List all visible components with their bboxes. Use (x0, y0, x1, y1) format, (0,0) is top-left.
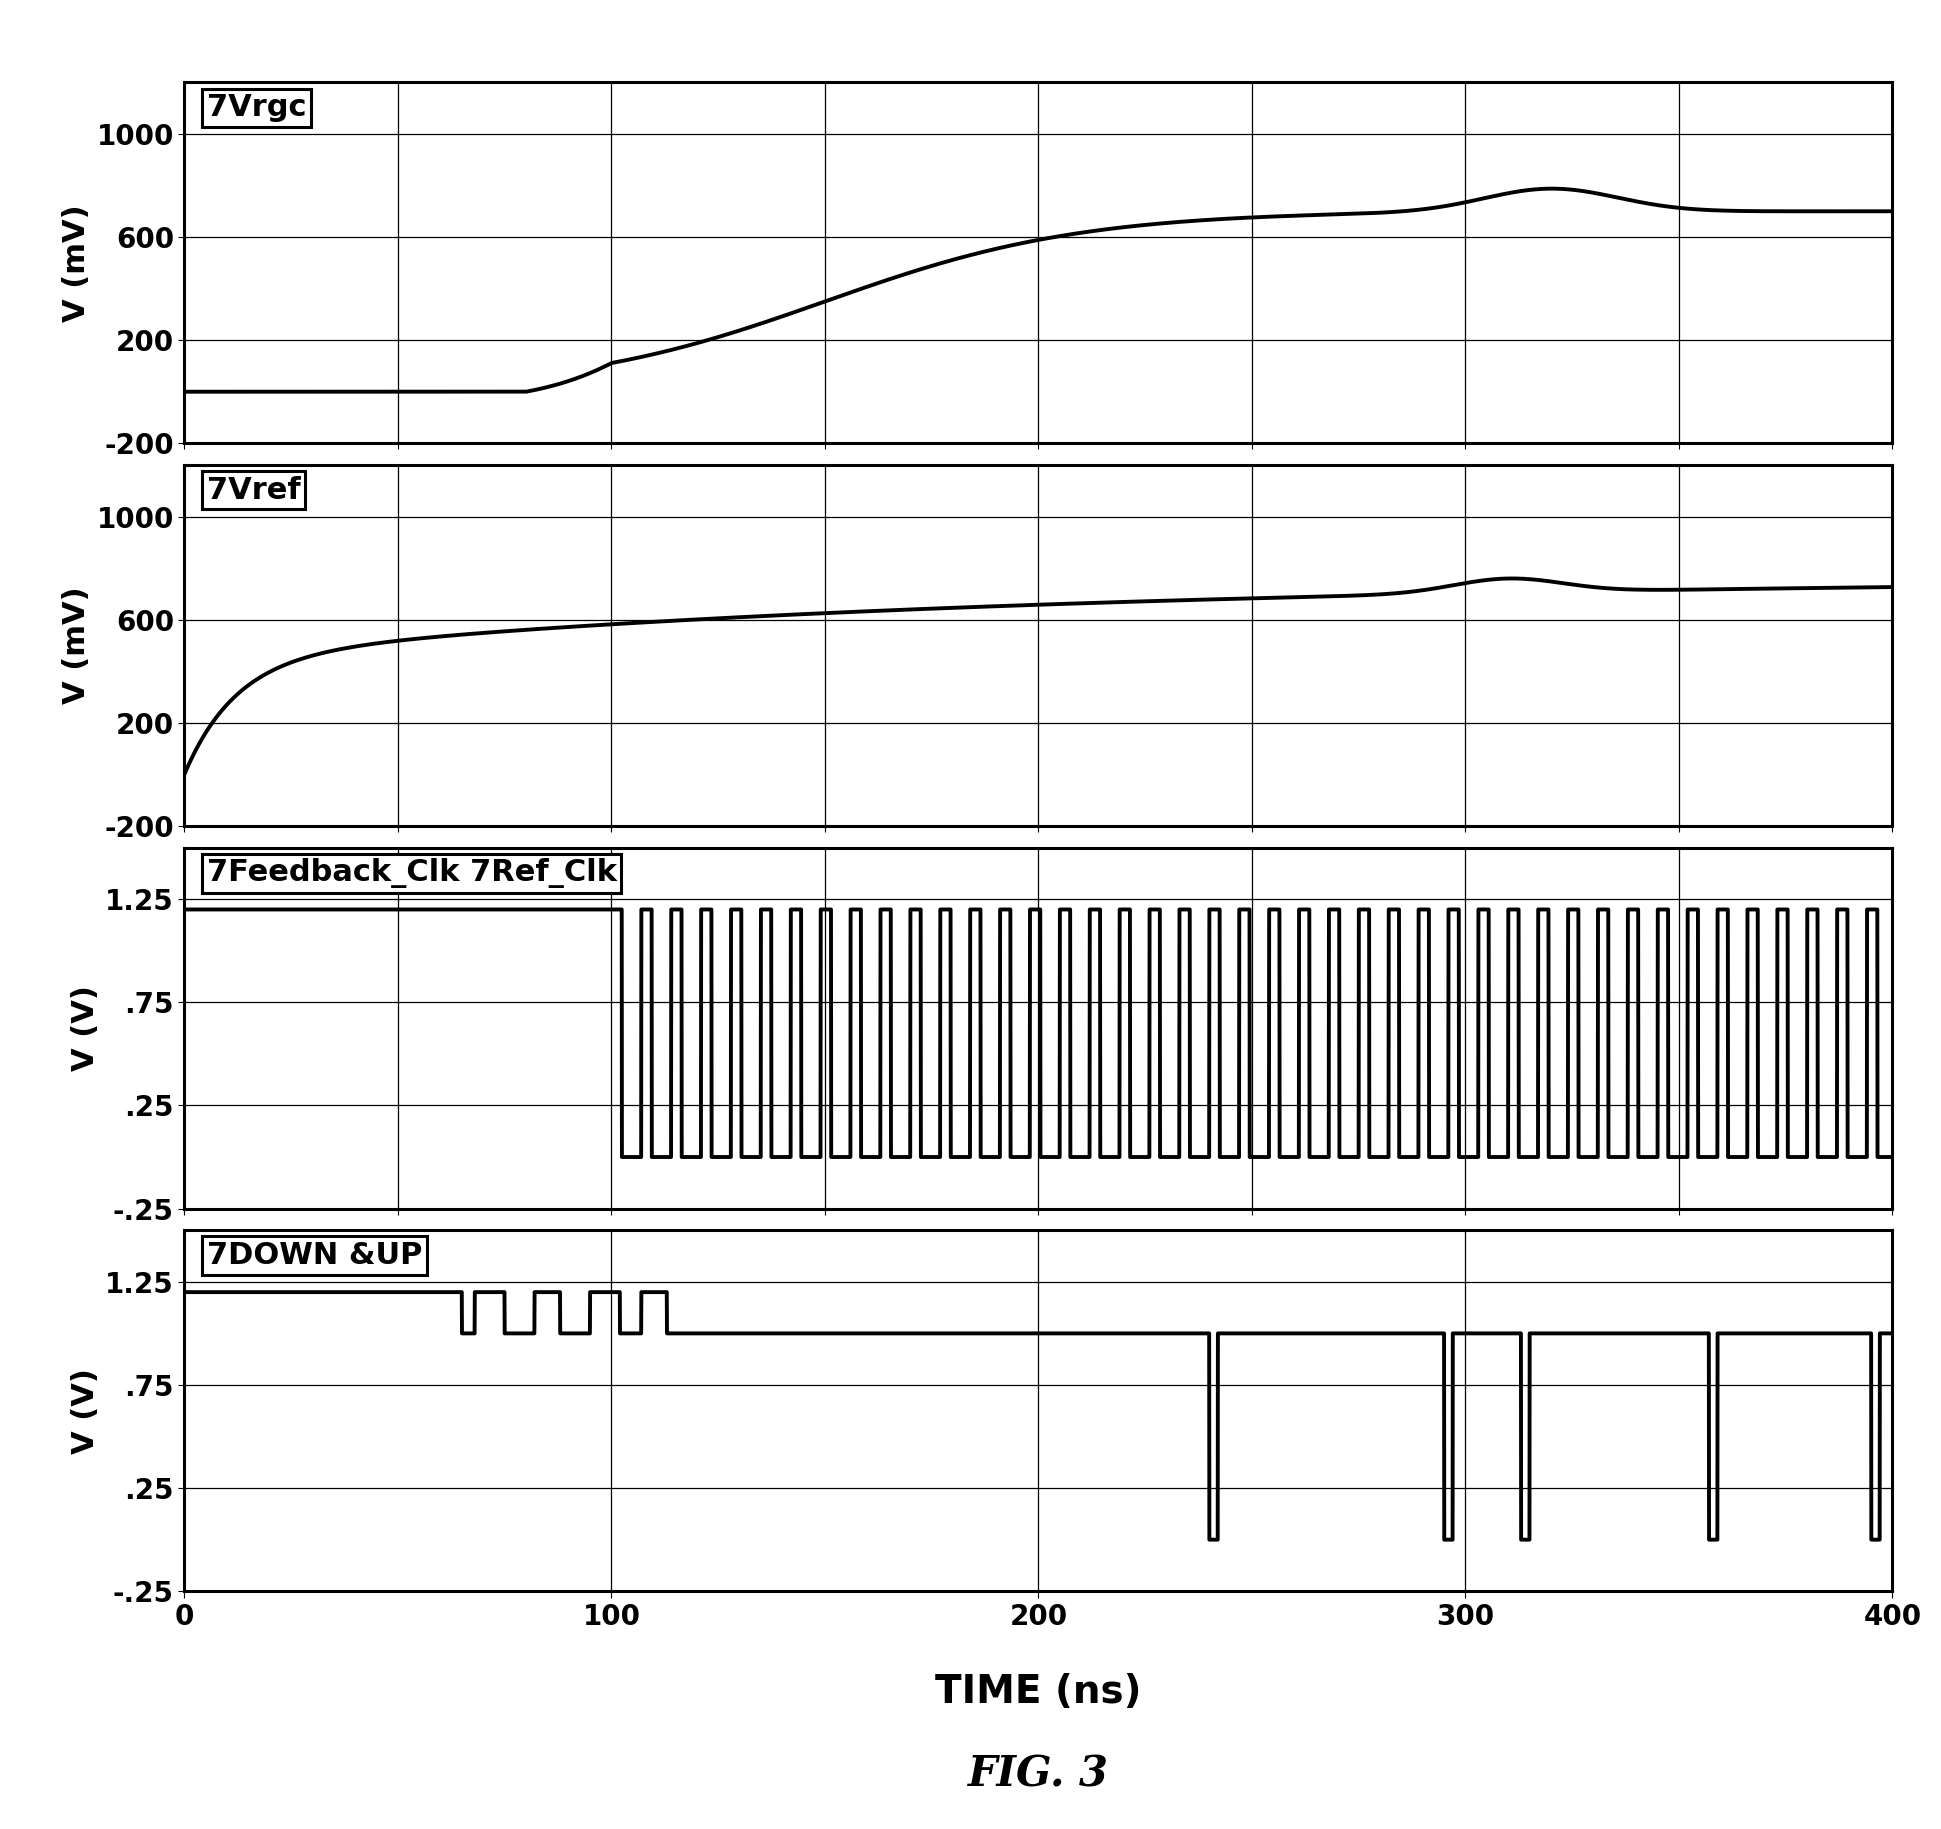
Y-axis label: V (mV): V (mV) (62, 205, 91, 322)
Text: 7DOWN &UP: 7DOWN &UP (206, 1242, 421, 1269)
Text: 7Feedback_Clk 7Ref_Clk: 7Feedback_Clk 7Ref_Clk (206, 858, 617, 889)
Y-axis label: V (V): V (V) (70, 1368, 99, 1454)
Text: 7Vrgc: 7Vrgc (206, 93, 307, 123)
Y-axis label: V (V): V (V) (70, 986, 99, 1072)
Text: 7Vref: 7Vref (206, 476, 301, 505)
Text: TIME (ns): TIME (ns) (936, 1674, 1141, 1710)
Y-axis label: V (mV): V (mV) (62, 587, 91, 704)
Text: FIG. 3: FIG. 3 (969, 1754, 1108, 1794)
